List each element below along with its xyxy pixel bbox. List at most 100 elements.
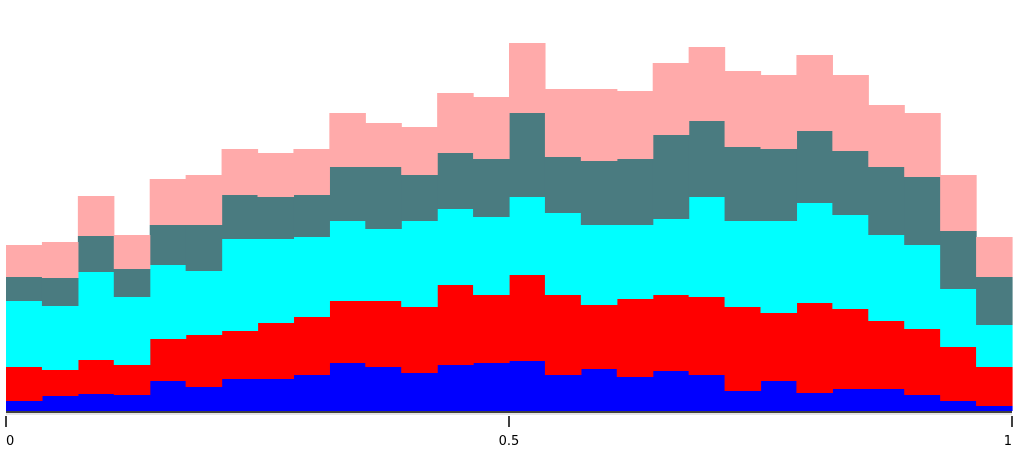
bar-series-2-bin-11 (401, 221, 438, 307)
bar-series-2-bin-16 (580, 225, 618, 305)
x-axis-shadow (6, 413, 1012, 415)
bar-series-3-bin-11 (401, 175, 438, 221)
bar-series-1-bin-6 (221, 331, 259, 379)
bar-series-0-bin-22 (796, 393, 833, 411)
bar-series-0-bin-10 (365, 367, 402, 411)
bar-series-3-bin-15 (544, 157, 582, 213)
bar-series-3-bin-27 (976, 277, 1013, 325)
bar-series-1-bin-18 (652, 295, 690, 371)
bar-series-1-bin-2 (77, 360, 115, 394)
bar-series-3-bin-10 (365, 167, 402, 229)
bar-series-3-bin-12 (437, 153, 474, 209)
bar-series-1-bin-11 (401, 307, 438, 373)
bar-series-3-bin-1 (41, 278, 79, 306)
bar-series-4-bin-22 (796, 55, 833, 131)
bar-series-3-bin-3 (113, 269, 151, 297)
bar-series-1-bin-14 (509, 275, 546, 361)
bar-series-3-bin-17 (616, 159, 654, 225)
x-ticks-group: 0 0.5 1 (5, 416, 1013, 449)
bar-series-3-bin-6 (221, 195, 259, 239)
bar-series-3-bin-9 (329, 167, 366, 221)
bar-series-1-bin-7 (257, 323, 295, 379)
bar-series-0-bin-1 (41, 396, 79, 411)
bar-series-3-bin-14 (509, 113, 546, 197)
bar-series-3-bin-20 (724, 147, 762, 221)
bar-series-4-bin-5 (185, 175, 223, 225)
bar-series-3-bin-4 (149, 225, 187, 265)
bar-series-3-bin-24 (868, 167, 905, 235)
bar-series-1-bin-22 (796, 303, 833, 393)
bar-series-0-bin-16 (580, 369, 618, 411)
bar-series-2-bin-12 (437, 209, 474, 285)
bar-series-3-bin-0 (6, 277, 43, 301)
bar-series-3-bin-5 (185, 225, 223, 271)
bar-series-4-bin-21 (760, 75, 798, 149)
bar-series-1-bin-15 (544, 295, 582, 375)
bar-series-4-bin-14 (509, 43, 546, 113)
bar-series-4-bin-12 (437, 93, 474, 153)
bars-group (6, 43, 1013, 411)
bar-series-1-bin-24 (868, 321, 905, 389)
x-tick-label-2: 1 (1004, 434, 1012, 449)
bar-series-0-bin-12 (437, 365, 474, 411)
bar-series-4-bin-1 (41, 242, 79, 278)
bar-series-4-bin-9 (329, 113, 366, 167)
bar-series-3-bin-7 (257, 197, 295, 239)
bar-series-3-bin-26 (940, 231, 977, 289)
bar-series-3-bin-8 (293, 195, 330, 237)
x-tick-label-1: 0.5 (499, 434, 520, 449)
bar-series-2-bin-4 (149, 265, 187, 339)
bar-series-3-bin-19 (688, 121, 726, 197)
bar-series-0-bin-9 (329, 363, 366, 411)
bar-series-0-bin-5 (185, 387, 223, 411)
bar-series-3-bin-21 (760, 149, 798, 221)
bar-series-2-bin-7 (257, 239, 295, 323)
bar-series-3-bin-22 (796, 131, 833, 203)
bar-series-0-bin-24 (868, 389, 905, 411)
bar-series-4-bin-10 (365, 123, 402, 167)
bar-series-2-bin-20 (724, 221, 762, 307)
bar-series-1-bin-5 (185, 335, 223, 387)
bar-series-2-bin-15 (544, 213, 582, 295)
bar-series-4-bin-7 (257, 153, 295, 197)
bar-series-1-bin-13 (473, 295, 510, 363)
bar-series-4-bin-6 (221, 149, 259, 195)
bar-series-0-bin-17 (616, 377, 654, 411)
bar-series-0-bin-19 (688, 375, 726, 411)
bar-series-4-bin-19 (688, 47, 726, 121)
bar-series-1-bin-10 (365, 301, 402, 367)
bar-series-0-bin-6 (221, 379, 259, 411)
bar-series-0-bin-4 (149, 381, 187, 411)
bar-series-2-bin-14 (509, 197, 546, 275)
bar-series-2-bin-13 (473, 217, 510, 295)
bar-series-1-bin-1 (41, 370, 79, 396)
bar-series-4-bin-27 (976, 237, 1013, 277)
x-axis (6, 411, 1012, 415)
bar-series-0-bin-14 (509, 361, 546, 411)
bar-series-2-bin-0 (6, 301, 43, 367)
bar-series-1-bin-19 (688, 297, 726, 375)
bar-series-0-bin-18 (652, 371, 690, 411)
bar-series-0-bin-20 (724, 391, 762, 411)
bar-series-4-bin-26 (940, 175, 977, 231)
bar-series-0-bin-11 (401, 373, 438, 411)
bar-series-0-bin-3 (113, 395, 151, 411)
bar-series-0-bin-7 (257, 379, 295, 411)
bar-series-4-bin-0 (6, 245, 43, 277)
bar-series-4-bin-17 (616, 91, 654, 159)
bar-series-1-bin-25 (904, 329, 941, 395)
bar-series-4-bin-15 (544, 89, 582, 157)
bar-series-3-bin-16 (580, 161, 618, 225)
bar-series-3-bin-23 (832, 151, 869, 215)
bar-series-0-bin-26 (940, 401, 977, 411)
bar-series-0-bin-25 (904, 395, 941, 411)
bar-series-0-bin-8 (293, 375, 330, 411)
bar-series-3-bin-2 (77, 236, 115, 272)
x-tick-label-0: 0 (6, 434, 14, 449)
bar-series-2-bin-22 (796, 203, 833, 303)
bar-series-1-bin-17 (616, 299, 654, 377)
bar-series-2-bin-1 (41, 306, 79, 370)
bar-series-2-bin-26 (940, 289, 977, 347)
bar-series-2-bin-10 (365, 229, 402, 301)
